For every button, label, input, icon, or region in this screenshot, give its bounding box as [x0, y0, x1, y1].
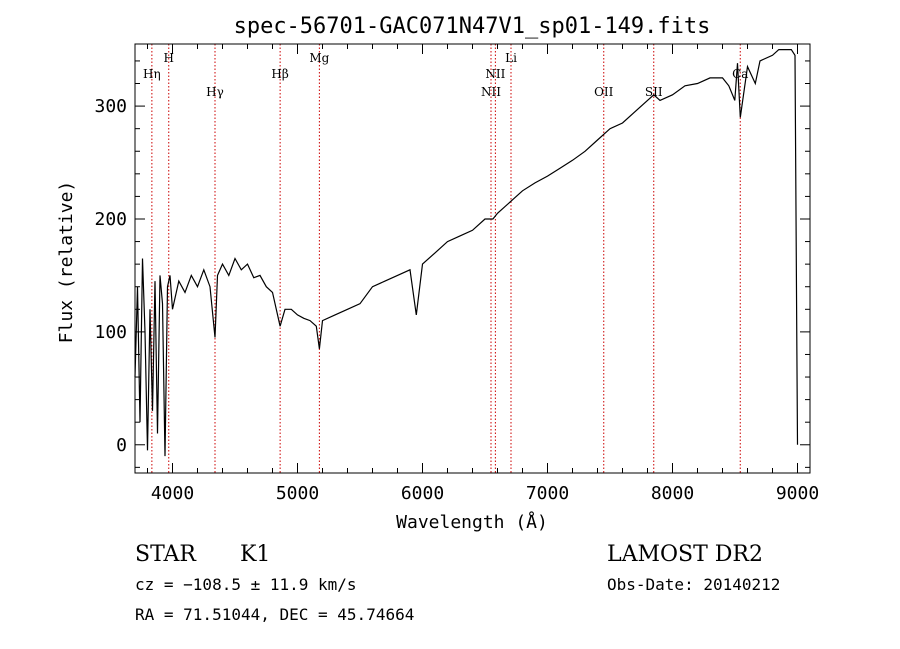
- line-marker-label: SII: [645, 85, 663, 99]
- line-marker-label: H: [164, 51, 174, 65]
- x-tick-label: 7000: [526, 483, 569, 504]
- spectrum-line: [134, 48, 799, 457]
- x-tick-label: 5000: [276, 483, 319, 504]
- line-marker-label: NII: [485, 67, 505, 81]
- plot-area: 4000 5000 6000 7000 8000 9000 0 100 200 300 HηH Hγ H…: [94, 44, 819, 504]
- line-marker-label: OII: [594, 85, 614, 99]
- x-tick-label: 6000: [401, 483, 444, 504]
- y-tick-label: 100: [94, 322, 127, 343]
- subclass-label: K1: [240, 542, 270, 567]
- line-marker-label: Hβ: [271, 67, 288, 81]
- x-tick-label: 8000: [651, 483, 694, 504]
- line-marker-label: Li: [505, 51, 517, 65]
- plot-frame: [134, 43, 811, 474]
- cz-label: cz = −108.5 ± 11.9 km/s: [135, 575, 357, 594]
- x-axis-label: Wavelength (Å): [396, 511, 548, 533]
- y-tick-label: 0: [116, 435, 127, 456]
- line-marker-label: Mg: [309, 51, 329, 65]
- line-marker-label: NII: [481, 85, 501, 99]
- class-label: STAR: [135, 542, 197, 567]
- x-tick-label: 9000: [776, 483, 819, 504]
- y-tick-label: 200: [94, 209, 127, 230]
- x-tick-label: 4000: [151, 483, 194, 504]
- y-tick-label: 300: [94, 96, 127, 117]
- y-axis-label: Flux (relative): [56, 181, 77, 344]
- survey-label: LAMOST DR2: [607, 542, 763, 567]
- obs-date-label: Obs-Date: 20140212: [607, 575, 780, 594]
- line-marker-label: Hη: [143, 67, 161, 81]
- line-marker-label: Hγ: [206, 85, 224, 99]
- radec-label: RA = 71.51044, DEC = 45.74664: [135, 605, 414, 624]
- chart-title: spec-56701-GAC071N47V1_sp01-149.fits: [234, 14, 711, 39]
